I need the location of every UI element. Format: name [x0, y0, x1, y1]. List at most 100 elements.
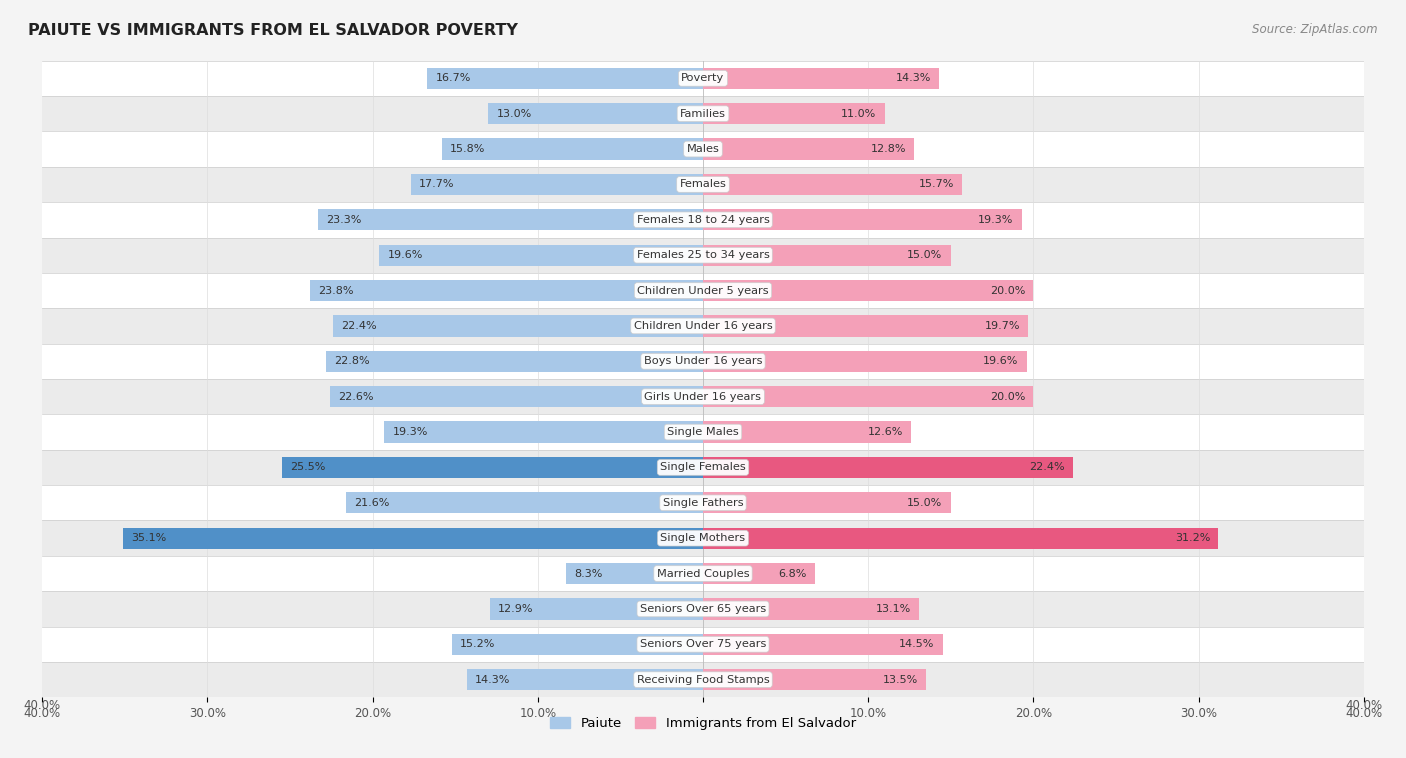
Bar — [346, 492, 703, 513]
Text: 14.5%: 14.5% — [898, 639, 934, 650]
Bar — [703, 457, 1073, 478]
Text: 14.3%: 14.3% — [896, 74, 931, 83]
Bar — [467, 669, 703, 691]
Bar — [380, 245, 703, 266]
Bar — [10, 662, 1396, 697]
Text: 16.7%: 16.7% — [436, 74, 471, 83]
Legend: Paiute, Immigrants from El Salvador: Paiute, Immigrants from El Salvador — [546, 711, 860, 735]
Text: 12.9%: 12.9% — [498, 604, 534, 614]
Text: 20.0%: 20.0% — [990, 392, 1025, 402]
Text: PAIUTE VS IMMIGRANTS FROM EL SALVADOR POVERTY: PAIUTE VS IMMIGRANTS FROM EL SALVADOR PO… — [28, 23, 517, 38]
Bar — [488, 103, 703, 124]
Bar — [10, 61, 1396, 96]
Bar — [427, 67, 703, 89]
Text: 15.8%: 15.8% — [450, 144, 485, 154]
Text: 12.6%: 12.6% — [868, 427, 903, 437]
Text: Males: Males — [686, 144, 720, 154]
Text: 13.5%: 13.5% — [883, 675, 918, 684]
Bar — [10, 202, 1396, 237]
Text: 6.8%: 6.8% — [779, 568, 807, 578]
Text: 19.6%: 19.6% — [983, 356, 1018, 366]
Text: Source: ZipAtlas.com: Source: ZipAtlas.com — [1253, 23, 1378, 36]
Bar — [565, 563, 703, 584]
Bar — [703, 174, 962, 195]
Bar — [703, 103, 884, 124]
Bar — [333, 315, 703, 337]
Text: 13.0%: 13.0% — [496, 108, 531, 119]
Bar — [703, 669, 927, 691]
Text: Females: Females — [679, 180, 727, 190]
Bar — [10, 449, 1396, 485]
Bar — [318, 209, 703, 230]
Text: 31.2%: 31.2% — [1175, 533, 1211, 543]
Text: 19.7%: 19.7% — [984, 321, 1021, 331]
Text: 21.6%: 21.6% — [354, 498, 389, 508]
Text: 23.3%: 23.3% — [326, 215, 361, 225]
Bar — [124, 528, 703, 549]
Text: 19.3%: 19.3% — [979, 215, 1014, 225]
Bar — [703, 315, 1028, 337]
Bar — [10, 273, 1396, 309]
Bar — [703, 67, 939, 89]
Bar — [411, 174, 703, 195]
Bar — [10, 343, 1396, 379]
Bar — [309, 280, 703, 301]
Text: 19.6%: 19.6% — [388, 250, 423, 260]
Bar — [329, 386, 703, 407]
Text: 15.7%: 15.7% — [918, 180, 955, 190]
Text: 40.0%: 40.0% — [24, 699, 60, 712]
Text: 11.0%: 11.0% — [841, 108, 876, 119]
Bar — [326, 351, 703, 372]
Bar — [10, 167, 1396, 202]
Bar — [451, 634, 703, 655]
Bar — [703, 209, 1022, 230]
Text: 25.5%: 25.5% — [290, 462, 325, 472]
Bar — [10, 556, 1396, 591]
Bar — [703, 351, 1026, 372]
Bar — [703, 528, 1219, 549]
Text: 13.1%: 13.1% — [876, 604, 911, 614]
Text: 14.3%: 14.3% — [475, 675, 510, 684]
Bar — [703, 421, 911, 443]
Text: Poverty: Poverty — [682, 74, 724, 83]
Text: Single Fathers: Single Fathers — [662, 498, 744, 508]
Bar — [10, 485, 1396, 521]
Text: 8.3%: 8.3% — [574, 568, 603, 578]
Text: Single Females: Single Females — [661, 462, 745, 472]
Text: Receiving Food Stamps: Receiving Food Stamps — [637, 675, 769, 684]
Bar — [281, 457, 703, 478]
Text: 35.1%: 35.1% — [131, 533, 167, 543]
Bar — [703, 598, 920, 619]
Text: 22.6%: 22.6% — [337, 392, 374, 402]
Bar — [489, 598, 703, 619]
Text: Seniors Over 75 years: Seniors Over 75 years — [640, 639, 766, 650]
Text: Boys Under 16 years: Boys Under 16 years — [644, 356, 762, 366]
Bar — [703, 634, 942, 655]
Text: 22.4%: 22.4% — [342, 321, 377, 331]
Bar — [703, 280, 1033, 301]
Text: 40.0%: 40.0% — [1346, 699, 1382, 712]
Text: Seniors Over 65 years: Seniors Over 65 years — [640, 604, 766, 614]
Bar — [703, 492, 950, 513]
Text: Females 18 to 24 years: Females 18 to 24 years — [637, 215, 769, 225]
Text: 15.0%: 15.0% — [907, 250, 942, 260]
Bar — [10, 96, 1396, 131]
Text: Children Under 5 years: Children Under 5 years — [637, 286, 769, 296]
Bar — [441, 139, 703, 160]
Bar — [10, 591, 1396, 627]
Text: 17.7%: 17.7% — [419, 180, 454, 190]
Text: Single Mothers: Single Mothers — [661, 533, 745, 543]
Bar — [703, 563, 815, 584]
Bar — [10, 131, 1396, 167]
Bar — [384, 421, 703, 443]
Text: 15.2%: 15.2% — [460, 639, 495, 650]
Text: Girls Under 16 years: Girls Under 16 years — [644, 392, 762, 402]
Text: 23.8%: 23.8% — [318, 286, 353, 296]
Bar — [703, 245, 950, 266]
Text: 15.0%: 15.0% — [907, 498, 942, 508]
Text: 20.0%: 20.0% — [990, 286, 1025, 296]
Text: 19.3%: 19.3% — [392, 427, 427, 437]
Text: 22.4%: 22.4% — [1029, 462, 1064, 472]
Bar — [10, 521, 1396, 556]
Bar — [10, 379, 1396, 415]
